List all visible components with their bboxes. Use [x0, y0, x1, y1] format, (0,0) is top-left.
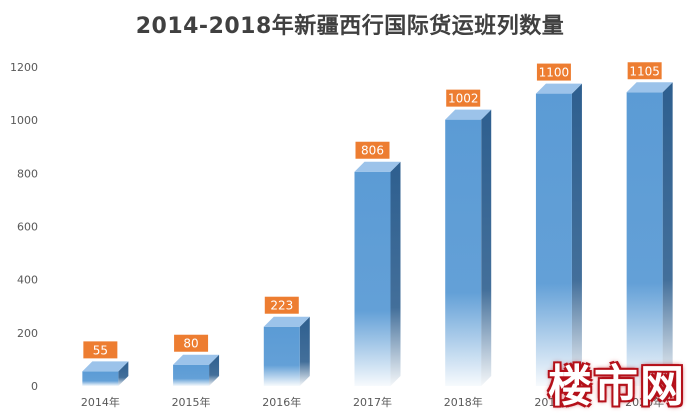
y-tick-label: 0	[31, 380, 38, 393]
data-label: 1002	[448, 92, 479, 106]
x-tick-label: 2020年	[625, 395, 664, 409]
bar	[173, 364, 210, 386]
bar-group: 1002	[445, 89, 492, 386]
data-label-box	[264, 296, 299, 314]
data-label-box	[83, 341, 118, 359]
data-label-box	[446, 89, 481, 107]
y-tick-label: 200	[17, 327, 38, 340]
data-label: 1100	[539, 66, 570, 80]
chart-title: 2014-2018年新疆西行国际货运班列数量	[135, 14, 565, 39]
data-label-box	[536, 63, 571, 81]
bar-side	[209, 354, 220, 386]
bar	[263, 326, 300, 386]
bar-group: 55	[82, 341, 129, 386]
bar-top	[173, 354, 220, 365]
bar	[445, 119, 482, 386]
bar-top	[535, 83, 582, 94]
data-label: 223	[270, 299, 293, 313]
data-label-box	[174, 334, 209, 352]
bar	[626, 92, 663, 387]
x-tick-label: 2017年	[353, 395, 392, 409]
bar-side	[118, 361, 129, 386]
data-label: 1105	[629, 64, 660, 78]
watermark-logo: 楼市网	[548, 361, 686, 412]
bar	[82, 371, 119, 386]
bar-side	[390, 161, 401, 386]
y-tick-label: 800	[17, 167, 38, 180]
bar-side	[571, 83, 582, 386]
bar-group: 80	[173, 334, 220, 386]
y-tick-label: 400	[17, 274, 38, 287]
x-tick-label: 2019年	[534, 395, 573, 409]
bar-top	[445, 109, 492, 120]
bar-side	[662, 82, 673, 387]
bar-group: 1105	[626, 62, 673, 387]
x-tick-label: 2016年	[262, 395, 301, 409]
bar-side	[299, 316, 310, 386]
bar	[354, 171, 391, 386]
bar-group: 806	[354, 141, 401, 386]
x-tick-label: 2015年	[172, 395, 211, 409]
bar-top	[82, 361, 129, 372]
x-tick-label: 2014年	[81, 395, 120, 409]
bar	[535, 93, 572, 386]
bars: 55 80 223 806 1002 1100 1105	[82, 62, 673, 387]
y-tick-label: 1200	[10, 61, 38, 74]
bar-group: 223	[263, 296, 310, 386]
bar-top	[263, 316, 310, 327]
bar-side	[481, 109, 492, 386]
y-axis: 0 200 400 600 800 1000 1200	[10, 61, 38, 393]
data-label-box	[627, 62, 662, 80]
data-label: 80	[183, 337, 198, 351]
data-label: 806	[361, 144, 384, 158]
y-tick-label: 600	[17, 221, 38, 234]
bar-top	[626, 82, 673, 93]
x-axis: 2014年 2015年 2016年 2017年 2018年 2019年 2020年	[81, 395, 664, 409]
data-label-box	[355, 141, 390, 159]
bar-top	[354, 161, 401, 172]
data-label: 55	[93, 343, 108, 357]
bar-group: 1100	[535, 63, 582, 386]
y-tick-label: 1000	[10, 114, 38, 127]
x-tick-label: 2018年	[444, 395, 483, 409]
